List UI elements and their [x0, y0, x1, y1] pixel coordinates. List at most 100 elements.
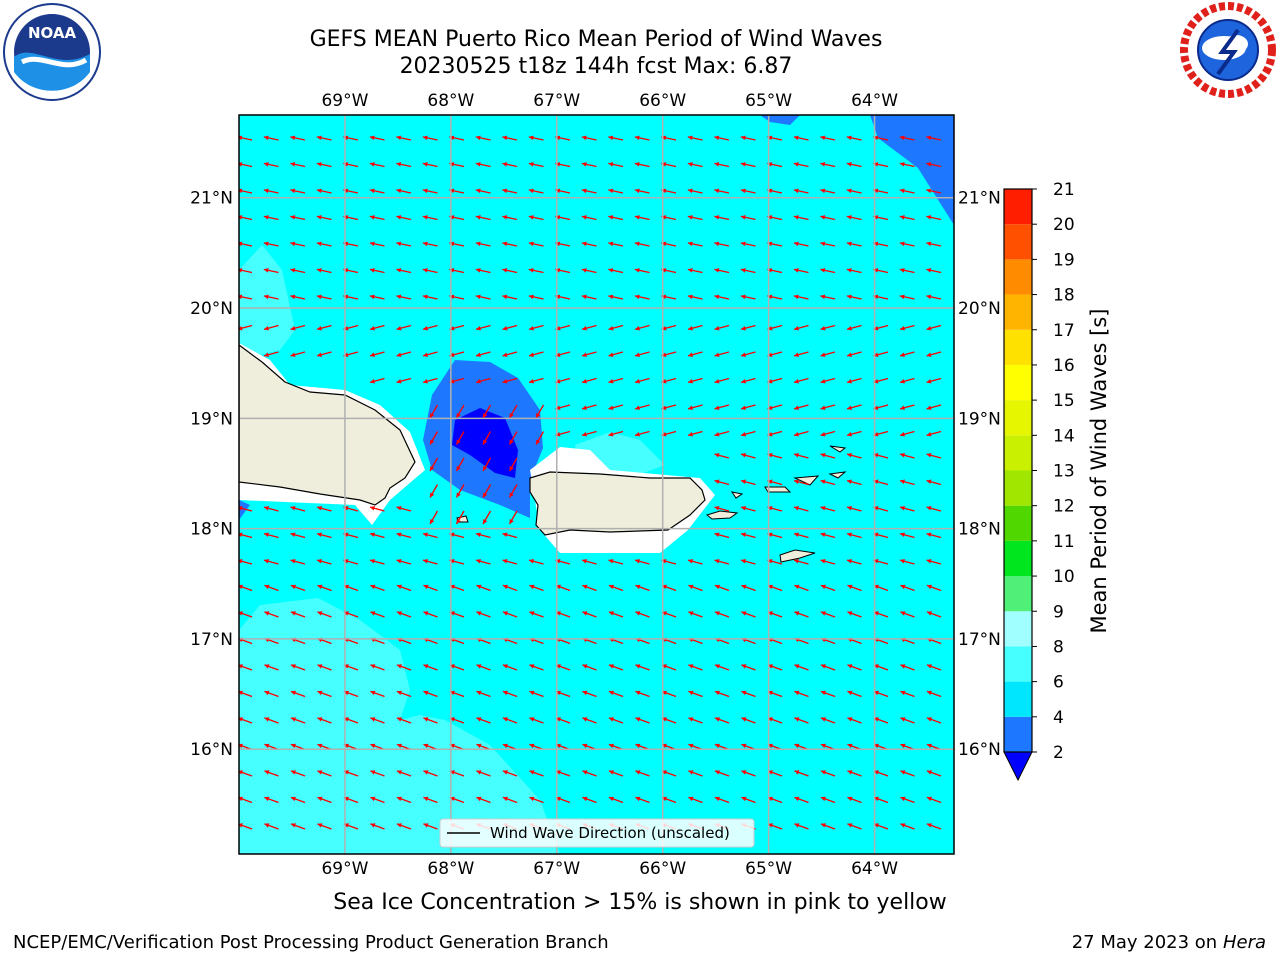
wave-direction-arrow — [926, 351, 942, 357]
wave-direction-arrow — [422, 135, 438, 141]
wave-direction-arrow — [316, 506, 332, 512]
wave-direction-arrow — [714, 532, 730, 539]
wave-direction-arrow — [396, 241, 412, 247]
wave-direction-arrow — [528, 377, 544, 384]
wave-direction-arrow — [582, 796, 597, 804]
wave-direction-arrow — [740, 215, 756, 221]
wave-direction-arrow — [502, 664, 518, 671]
wave-direction-arrow — [846, 479, 862, 486]
wave-direction-arrow — [793, 135, 809, 141]
wave-direction-arrow — [847, 823, 862, 830]
wave-direction-arrow — [926, 506, 942, 512]
wave-direction-arrow — [502, 268, 518, 274]
wave-direction-arrow — [741, 611, 756, 618]
colorbar-swatch — [1004, 329, 1032, 365]
wave-direction-arrow — [899, 479, 915, 486]
wave-direction-arrow — [794, 611, 809, 618]
wave-direction-arrow — [239, 294, 253, 300]
wave-direction-arrow — [581, 135, 597, 141]
wave-direction-arrow — [370, 664, 385, 671]
wave-direction-arrow — [581, 241, 597, 247]
legend-label: Wind Wave Direction (unscaled) — [490, 824, 730, 842]
wave-direction-arrow — [899, 215, 915, 221]
wave-direction-arrow — [608, 690, 624, 698]
wave-direction-arrow — [369, 215, 385, 221]
lat-tick-right: 19°N — [958, 409, 1001, 429]
wave-direction-arrow — [264, 690, 279, 698]
wave-direction-arrow — [396, 664, 412, 671]
wave-direction-arrow — [634, 135, 650, 141]
wave-direction-arrow — [926, 135, 942, 141]
wave-direction-arrow — [926, 823, 942, 830]
wave-direction-arrow — [422, 351, 438, 357]
wave-direction-arrow — [239, 796, 253, 804]
wave-direction-arrow — [926, 188, 942, 194]
wave-direction-arrow — [926, 796, 942, 804]
wave-direction-arrow — [263, 559, 279, 565]
wave-direction-arrow — [820, 135, 836, 141]
wave-direction-arrow — [899, 559, 915, 565]
wave-direction-arrow — [608, 294, 624, 300]
wave-direction-arrow — [263, 188, 279, 194]
wave-direction-arrow — [429, 457, 439, 472]
wave-direction-arrow — [741, 796, 756, 804]
wave-direction-arrow — [422, 377, 438, 384]
wave-direction-arrow — [820, 324, 836, 331]
lon-tick-bottom: 68°W — [427, 859, 474, 879]
wave-direction-arrow — [396, 377, 412, 384]
wave-direction-arrow — [317, 823, 332, 830]
wave-direction-arrow — [793, 351, 809, 357]
wave-direction-arrow — [581, 294, 597, 300]
wave-direction-arrow — [475, 324, 491, 331]
land-puerto-rico — [529, 471, 706, 536]
lon-tick-bottom: 69°W — [321, 859, 368, 879]
wave-direction-arrow — [793, 532, 809, 539]
colorbar-swatch — [1004, 505, 1032, 541]
wave-direction-arrow — [502, 770, 518, 777]
wave-direction-arrow — [820, 268, 836, 274]
wave-direction-arrow — [239, 559, 253, 565]
wave-direction-arrow — [846, 506, 862, 512]
wave-direction-arrow — [687, 430, 703, 437]
wave-direction-arrow — [820, 796, 836, 804]
wave-direction-arrow — [846, 453, 862, 459]
wave-direction-arrow — [926, 717, 942, 724]
wave-direction-arrow — [820, 690, 836, 698]
wave-direction-arrow — [396, 717, 412, 724]
wave-direction-arrow — [423, 611, 438, 618]
wave-direction-arrow — [846, 559, 862, 565]
wave-direction-arrow — [740, 188, 756, 194]
wave-direction-arrow — [608, 215, 624, 221]
wave-direction-arrow — [687, 377, 703, 384]
wave-direction-arrow — [820, 611, 836, 618]
wave-direction-arrow — [239, 188, 253, 194]
wave-direction-arrow — [528, 324, 544, 331]
wave-direction-arrow — [502, 717, 518, 724]
wave-direction-arrow — [687, 324, 703, 331]
wave-direction-arrow — [846, 162, 862, 168]
wave-direction-arrow — [846, 188, 862, 194]
footer-date: 27 May 2023 on Hera — [1072, 932, 1266, 953]
wave-direction-arrow — [740, 351, 756, 357]
lat-tick-left: 16°N — [190, 740, 233, 760]
wave-direction-arrow — [608, 162, 624, 168]
wave-direction-arrow — [290, 532, 306, 539]
wave-direction-arrow — [793, 188, 809, 194]
wave-direction-arrow — [926, 268, 942, 274]
wave-direction-arrow — [820, 717, 836, 724]
wave-direction-arrow — [316, 241, 332, 247]
lon-tick-top: 66°W — [639, 91, 686, 111]
colorbar-tick-label: 18 — [1053, 286, 1075, 306]
wave-direction-arrow — [263, 215, 279, 221]
wave-direction-arrow — [290, 664, 306, 671]
wave-direction-arrow — [476, 584, 491, 592]
wave-direction-arrow — [793, 215, 809, 221]
contour-2-4-west-edge — [239, 500, 250, 520]
map-frame — [238, 114, 955, 855]
wave-direction-arrow — [535, 404, 545, 419]
wave-direction-arrow — [476, 796, 491, 804]
wave-direction-arrow — [687, 188, 703, 194]
contour-2-4-north-spot — [760, 115, 800, 125]
wave-direction-arrow — [317, 796, 332, 804]
wave-direction-arrow — [369, 377, 385, 384]
